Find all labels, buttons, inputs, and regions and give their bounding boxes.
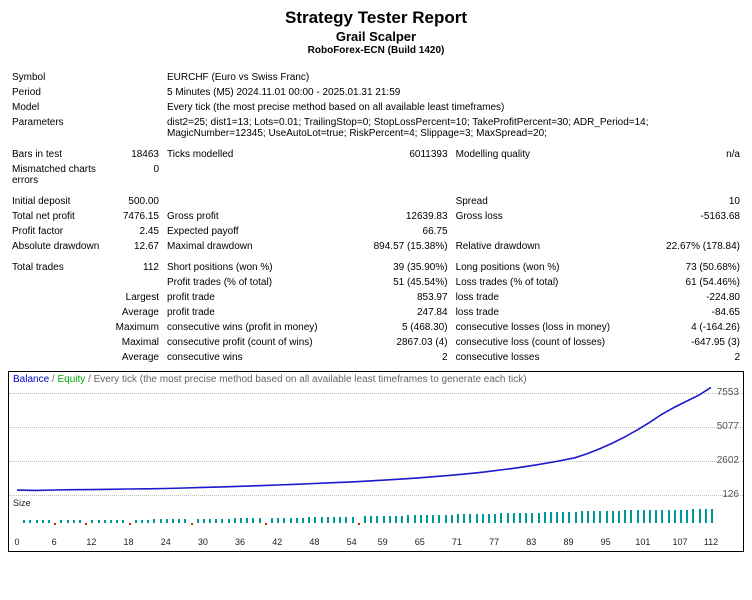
acw-label: consecutive wins (163, 350, 352, 365)
report-build: RoboForex-ECN (Build 1420) (8, 45, 744, 56)
ticks-label: Ticks modelled (163, 147, 352, 162)
mcp-label: consecutive profit (count of wins) (163, 335, 352, 350)
bars-label: Bars in test (8, 147, 108, 162)
ep-value: 66.75 (352, 224, 452, 239)
mismatch-value: 0 (108, 162, 163, 188)
mcw-value: 5 (468.30) (352, 320, 452, 335)
grossprofit-label: Gross profit (163, 209, 352, 224)
legend-equity: Equity (57, 374, 85, 385)
netprofit-value: 7476.15 (108, 209, 163, 224)
x-axis: 0612182430364248545965717783899510110711… (9, 537, 743, 551)
lt-label: Loss trades (% of total) (452, 275, 644, 290)
grossloss-label: Gross loss (452, 209, 644, 224)
mismatch-label: Mismatched charts errors (8, 162, 108, 188)
size-label: Size (9, 497, 743, 509)
params-value: dist2=25; dist1=13; Lots=0.01; TrailingS… (163, 115, 744, 141)
pf-value: 2.45 (108, 224, 163, 239)
info-table: Symbol EURCHF (Euro vs Swiss Franc) Perio… (8, 70, 744, 365)
absdd-label: Absolute drawdown (8, 239, 108, 254)
mcls-value: -647.95 (3) (644, 335, 744, 350)
pt-label: Profit trades (% of total) (163, 275, 352, 290)
absdd-value: 12.67 (108, 239, 163, 254)
quality-label: Modelling quality (452, 147, 644, 162)
mcl-label: consecutive losses (loss in money) (452, 320, 644, 335)
model-label: Model (8, 100, 108, 115)
netprofit-label: Total net profit (8, 209, 108, 224)
report-subtitle: Grail Scalper (8, 29, 744, 44)
pf-label: Profit factor (8, 224, 108, 239)
avg-label: Average (108, 305, 163, 320)
deposit-value: 500.00 (108, 194, 163, 209)
mcw-label: consecutive wins (profit in money) (163, 320, 352, 335)
short-label: Short positions (won %) (163, 260, 352, 275)
reldd-label: Relative drawdown (452, 239, 644, 254)
chart-legend: Balance / Equity / Every tick (the most … (9, 372, 743, 387)
pt-value: 51 (45.54%) (352, 275, 452, 290)
grossloss-value: -5163.68 (644, 209, 744, 224)
mcp-value: 2867.03 (4) (352, 335, 452, 350)
long-value: 73 (50.68%) (644, 260, 744, 275)
ticks-value: 6011393 (352, 147, 452, 162)
size-bars (9, 509, 743, 537)
long-label: Long positions (won %) (452, 260, 644, 275)
maxdd-value: 894.57 (15.38%) (352, 239, 452, 254)
report-title: Strategy Tester Report (8, 8, 744, 28)
period-value: 5 Minutes (M5) 2024.11.01 00:00 - 2025.0… (163, 85, 744, 100)
alt-value: -84.65 (644, 305, 744, 320)
acl-value: 2 (644, 350, 744, 365)
params-label: Parameters (8, 115, 108, 141)
lt-value: 61 (54.46%) (644, 275, 744, 290)
trades-value: 112 (108, 260, 163, 275)
deposit-label: Initial deposit (8, 194, 108, 209)
short-value: 39 (35.90%) (352, 260, 452, 275)
acl-label: consecutive losses (452, 350, 644, 365)
apt-label: profit trade (163, 305, 352, 320)
maxdd-label: Maximal drawdown (163, 239, 352, 254)
chart-container: Balance / Equity / Every tick (the most … (8, 371, 744, 552)
trades-label: Total trades (8, 260, 108, 275)
acw-value: 2 (352, 350, 452, 365)
spread-label: Spread (452, 194, 644, 209)
spread-value: 10 (644, 194, 744, 209)
llt-label: loss trade (452, 290, 644, 305)
lpt-value: 853.97 (352, 290, 452, 305)
grossprofit-value: 12639.83 (352, 209, 452, 224)
bars-value: 18463 (108, 147, 163, 162)
quality-value: n/a (644, 147, 744, 162)
llt-value: -224.80 (644, 290, 744, 305)
lpt-label: profit trade (163, 290, 352, 305)
model-value: Every tick (the most precise method base… (163, 100, 744, 115)
maxl-label: Maximal (108, 335, 163, 350)
reldd-value: 22.67% (178.84) (644, 239, 744, 254)
largest-label: Largest (108, 290, 163, 305)
symbol-value: EURCHF (Euro vs Swiss Franc) (163, 70, 744, 85)
apt-value: 247.84 (352, 305, 452, 320)
balance-chart: 126260250777553 (9, 387, 743, 497)
ep-label: Expected payoff (163, 224, 352, 239)
max-label: Maximum (108, 320, 163, 335)
symbol-label: Symbol (8, 70, 108, 85)
alt-label: loss trade (452, 305, 644, 320)
mcl-value: 4 (-164.26) (644, 320, 744, 335)
mcls-label: consecutive loss (count of losses) (452, 335, 644, 350)
legend-rest: / Every tick (the most precise method ba… (88, 374, 527, 385)
avg2-label: Average (108, 350, 163, 365)
legend-balance: Balance (13, 374, 49, 385)
period-label: Period (8, 85, 108, 100)
